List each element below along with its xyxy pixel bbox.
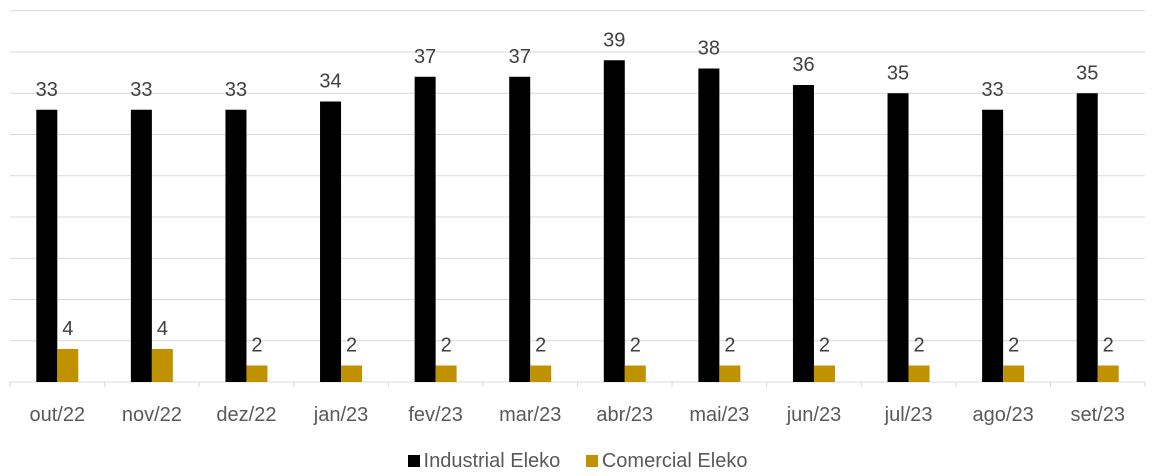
x-tick-label: abr/23 bbox=[596, 404, 653, 426]
bar-industrial-eleko bbox=[320, 101, 342, 382]
bars bbox=[36, 60, 1119, 382]
bar-comercial-eleko bbox=[1003, 365, 1025, 382]
data-label-industrial-eleko: 35 bbox=[1076, 62, 1098, 84]
x-tick-label: mai/23 bbox=[689, 404, 749, 426]
data-label-comercial-eleko: 4 bbox=[157, 318, 168, 340]
x-tick-label: jul/23 bbox=[884, 404, 933, 426]
x-tick-label: set/23 bbox=[1070, 404, 1124, 426]
bar-industrial-eleko bbox=[1076, 93, 1098, 382]
data-label-industrial-eleko: 35 bbox=[887, 62, 909, 84]
legend: Industrial Eleko Comercial Eleko bbox=[0, 450, 1155, 473]
bar-industrial-eleko bbox=[982, 109, 1004, 382]
data-label-comercial-eleko: 2 bbox=[724, 335, 735, 357]
data-label-comercial-eleko: 2 bbox=[819, 335, 830, 357]
data-label-industrial-eleko: 33 bbox=[225, 79, 247, 101]
data-labels: 33 33 33 34 37 37 39 38 36 35 33 35 4 4 2 2 2 2 2 2 2 2 2 2 bbox=[36, 29, 1114, 356]
data-label-comercial-eleko: 4 bbox=[62, 318, 73, 340]
x-tick-label: out/22 bbox=[29, 404, 85, 426]
x-tick-label: jan/23 bbox=[313, 404, 369, 426]
data-label-comercial-eleko: 2 bbox=[251, 335, 262, 357]
data-label-industrial-eleko: 33 bbox=[130, 79, 152, 101]
x-tick-label: mar/23 bbox=[499, 404, 561, 426]
data-label-industrial-eleko: 38 bbox=[698, 38, 720, 60]
bar-industrial-eleko bbox=[130, 109, 152, 382]
data-label-industrial-eleko: 37 bbox=[414, 46, 436, 68]
bar-comercial-eleko bbox=[813, 365, 835, 382]
data-label-industrial-eleko: 33 bbox=[982, 79, 1004, 101]
bar-comercial-eleko bbox=[435, 365, 457, 382]
data-label-comercial-eleko: 2 bbox=[1103, 335, 1114, 357]
data-label-industrial-eleko: 37 bbox=[509, 46, 531, 68]
data-label-comercial-eleko: 2 bbox=[913, 335, 924, 357]
legend-swatch-comercial bbox=[585, 455, 598, 467]
data-label-industrial-eleko: 36 bbox=[792, 54, 814, 76]
gridlines bbox=[9, 10, 1146, 387]
bar-industrial-eleko bbox=[698, 68, 720, 382]
data-label-industrial-eleko: 33 bbox=[36, 79, 58, 101]
bar-comercial-eleko bbox=[151, 349, 173, 382]
data-label-comercial-eleko: 2 bbox=[630, 335, 641, 357]
bar-industrial-eleko bbox=[225, 109, 247, 382]
data-label-comercial-eleko: 2 bbox=[535, 335, 546, 357]
x-tick-label: dez/22 bbox=[216, 404, 276, 426]
data-label-comercial-eleko: 2 bbox=[441, 335, 452, 357]
x-tick-label: fev/23 bbox=[408, 404, 462, 426]
bar-comercial-eleko bbox=[1097, 365, 1119, 382]
bar-industrial-eleko bbox=[36, 109, 58, 382]
legend-label-industrial: Industrial Eleko bbox=[423, 450, 561, 472]
bar-industrial-eleko bbox=[603, 60, 625, 382]
data-label-comercial-eleko: 2 bbox=[346, 335, 357, 357]
legend-item-industrial: Industrial Eleko bbox=[407, 450, 561, 473]
bar-comercial-eleko bbox=[719, 365, 741, 382]
legend-item-comercial: Comercial Eleko bbox=[585, 450, 748, 473]
bar-industrial-eleko bbox=[414, 76, 436, 382]
data-label-industrial-eleko: 34 bbox=[319, 71, 341, 93]
x-tick-label: jun/23 bbox=[786, 404, 842, 426]
bar-industrial-eleko bbox=[509, 76, 531, 382]
x-axis-tick-labels: out/22 nov/22 dez/22 jan/23 fev/23 mar/23 abr/… bbox=[29, 404, 1124, 426]
bar-comercial-eleko bbox=[530, 365, 552, 382]
legend-swatch-industrial bbox=[407, 455, 420, 467]
x-tick-label: nov/22 bbox=[122, 404, 182, 426]
bar-comercial-eleko bbox=[908, 365, 930, 382]
bar-industrial-eleko bbox=[887, 93, 909, 382]
data-label-industrial-eleko: 39 bbox=[603, 29, 625, 51]
bar-comercial-eleko bbox=[57, 349, 79, 382]
bar-comercial-eleko bbox=[246, 365, 268, 382]
x-tick-label: ago/23 bbox=[973, 404, 1034, 426]
bar-comercial-eleko bbox=[341, 365, 363, 382]
bar-comercial-eleko bbox=[624, 365, 646, 382]
bar-chart: 33 33 33 34 37 37 39 38 36 35 33 35 4 4 2 2 2 2 2 2 2 2 2 2 out… bbox=[9, 10, 1146, 426]
bar-industrial-eleko bbox=[792, 85, 814, 382]
data-label-comercial-eleko: 2 bbox=[1008, 335, 1019, 357]
legend-label-comercial: Comercial Eleko bbox=[601, 450, 748, 472]
